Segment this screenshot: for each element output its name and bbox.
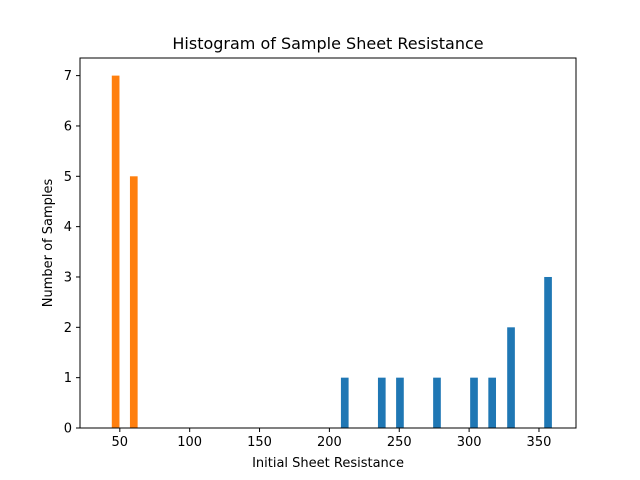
histogram-bar	[433, 377, 441, 428]
x-tick-label: 200	[317, 435, 342, 450]
x-tick-label: 250	[387, 435, 412, 450]
plot-frame	[79, 57, 577, 429]
histogram-bar	[544, 276, 552, 428]
histogram-bar	[129, 176, 138, 428]
histogram-bar	[507, 327, 515, 428]
ticks-group: 50 100 150 200 250 300 350 0 1 2 3 4 5 6 7	[64, 69, 552, 450]
x-tick-label: 150	[247, 435, 272, 450]
bars-group	[111, 75, 552, 429]
histogram-bar	[488, 377, 497, 428]
y-tick-label: 2	[64, 321, 72, 336]
chart-title: Histogram of Sample Sheet Resistance	[172, 34, 483, 53]
histogram-bar	[396, 377, 404, 428]
y-tick-label: 3	[64, 270, 72, 285]
histogram-bar	[470, 377, 478, 428]
y-tick-label: 6	[64, 119, 72, 134]
histogram-bar	[377, 377, 386, 428]
histogram-bar	[340, 377, 349, 428]
y-axis-label: Number of Samples	[41, 179, 56, 308]
x-tick-label: 300	[457, 435, 482, 450]
histogram-bar	[111, 75, 120, 429]
y-tick-label: 5	[64, 170, 72, 185]
y-tick-label: 0	[64, 422, 72, 437]
x-tick-label: 100	[177, 435, 202, 450]
x-tick-label: 350	[527, 435, 552, 450]
y-tick-label: 4	[64, 220, 72, 235]
x-tick-label: 50	[112, 435, 129, 450]
y-tick-label: 7	[64, 69, 72, 84]
x-axis-label: Initial Sheet Resistance	[252, 456, 404, 471]
y-tick-label: 1	[64, 371, 72, 386]
